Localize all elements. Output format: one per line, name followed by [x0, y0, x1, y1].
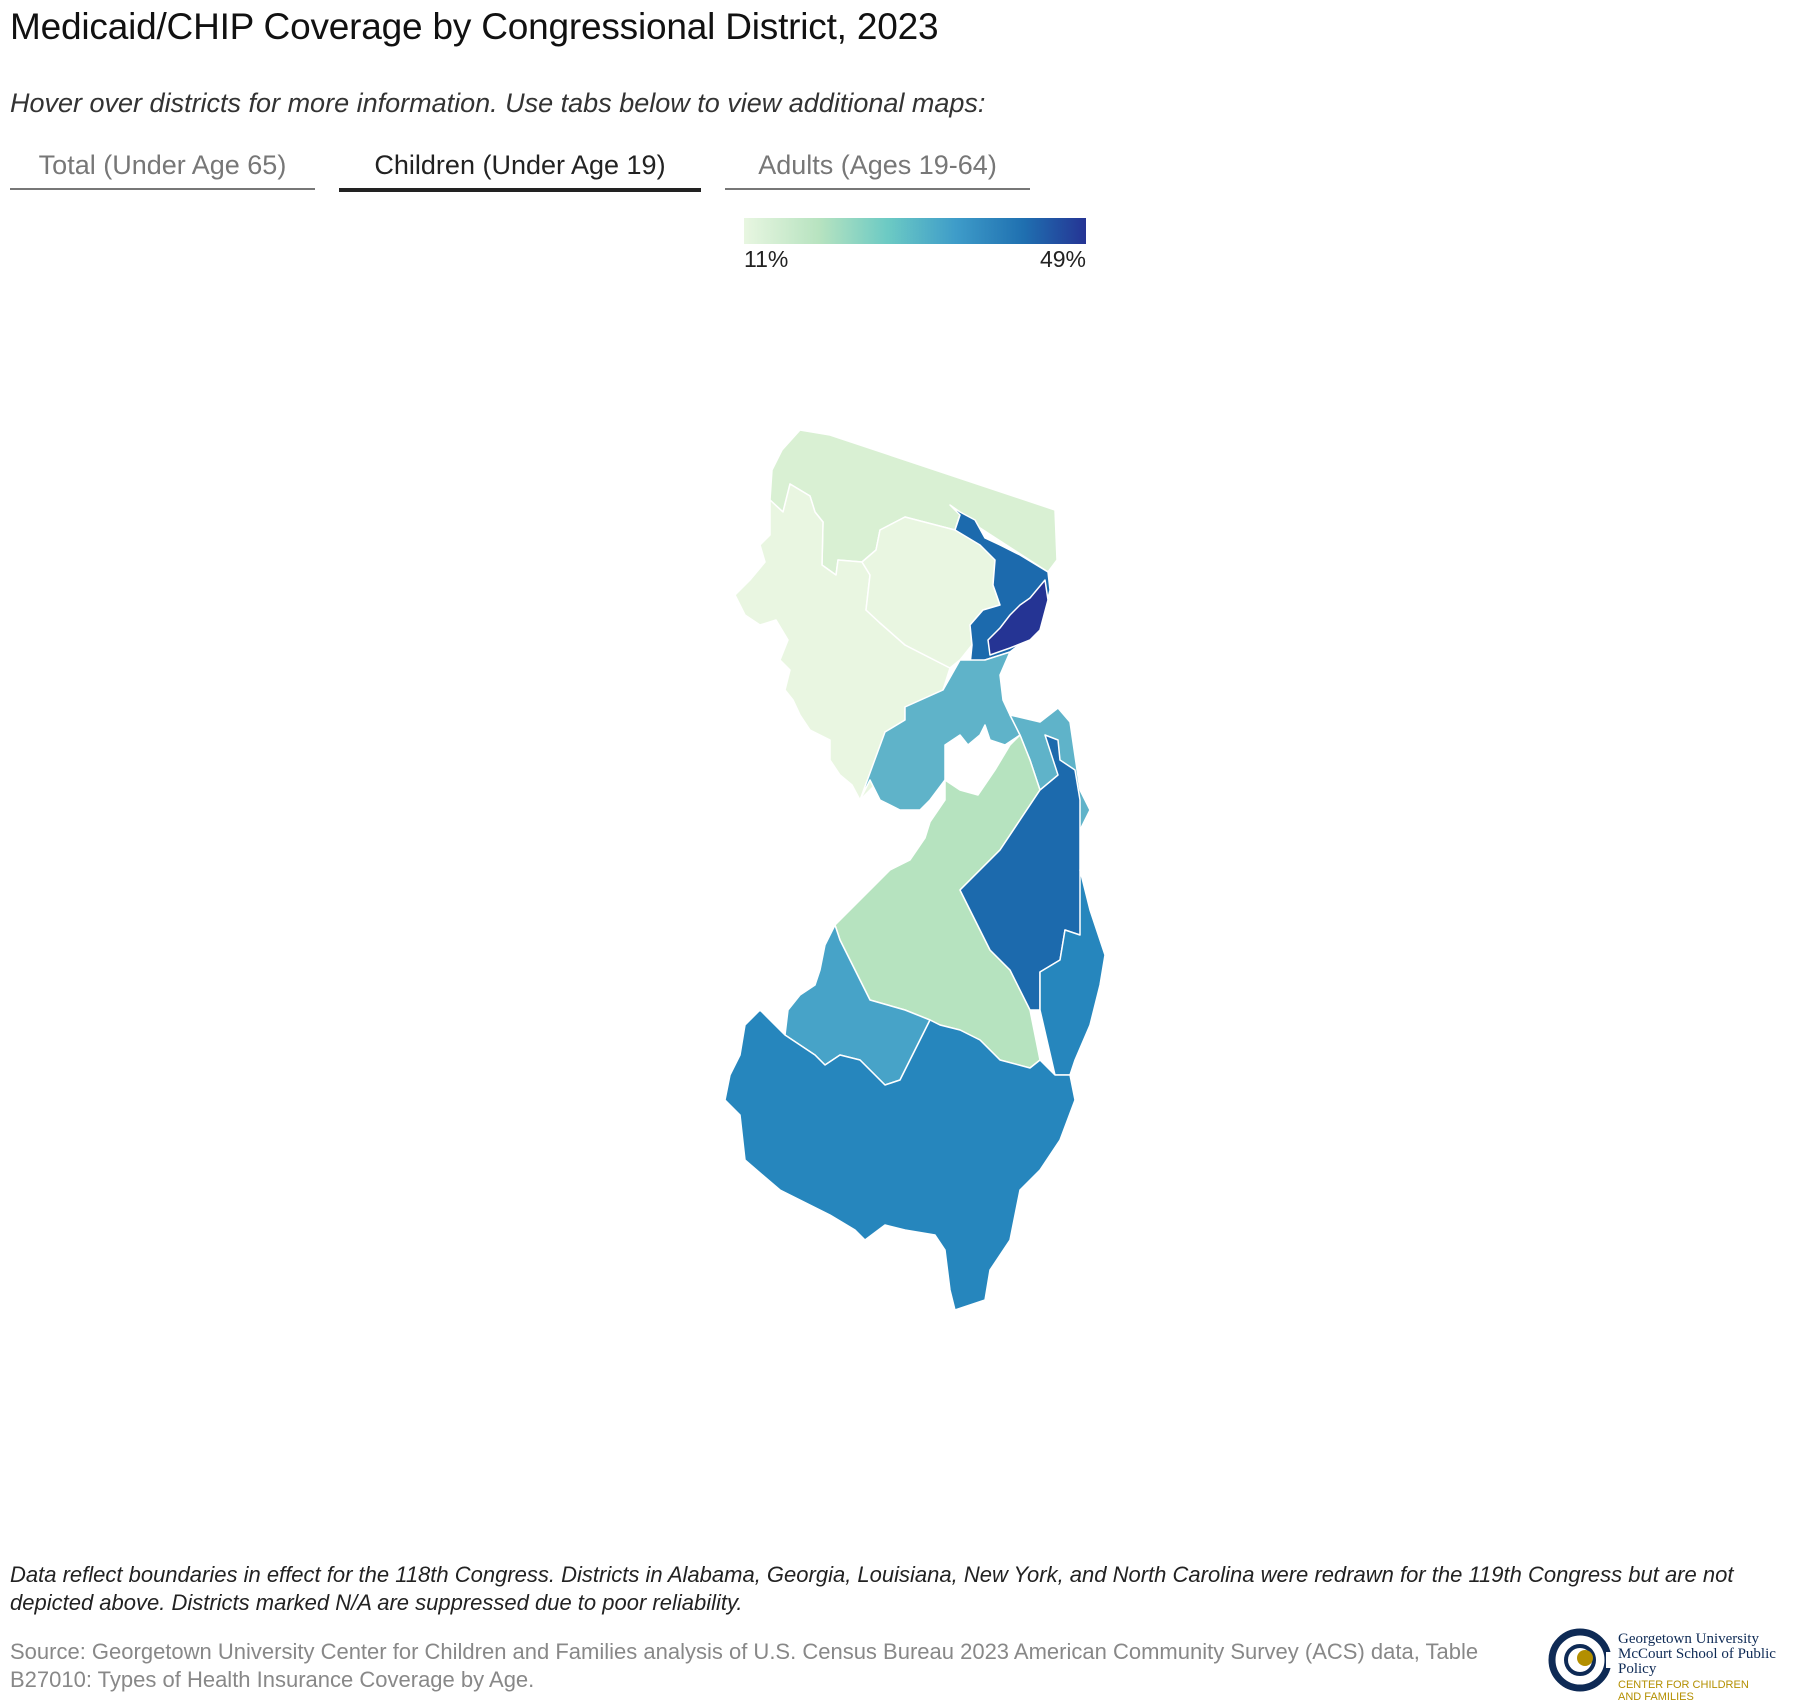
logo-university: Georgetown University: [1618, 1631, 1759, 1647]
chart-subtitle: Hover over districts for more informatio…: [10, 88, 986, 118]
logo-center-line1: CENTER FOR CHILDREN: [1618, 1679, 1749, 1691]
chart-title: Medicaid/CHIP Coverage by Congressional …: [10, 6, 939, 47]
color-legend: 11% 49%: [744, 218, 1086, 274]
tab-children[interactable]: Children (Under Age 19): [339, 148, 701, 192]
district-central[interactable]: [859, 651, 1021, 811]
source-note: Source: Georgetown University Center for…: [10, 1639, 1479, 1692]
nj-district-map: [724, 429, 1106, 1311]
legend-min-label: 11%: [744, 246, 789, 272]
ccf-logo-icon: [1548, 1628, 1614, 1692]
legend-max-label: 49%: [1039, 246, 1086, 272]
logo-center-line2: AND FAMILIES: [1618, 1691, 1694, 1703]
footnote: Data reflect boundaries in effect for th…: [10, 1562, 1734, 1615]
legend-gradient-bar: [744, 218, 1086, 244]
tab-total[interactable]: Total (Under Age 65): [10, 148, 315, 190]
district-hudson-b[interactable]: [987, 579, 1049, 656]
district-south[interactable]: [724, 1009, 1076, 1311]
tab-adults[interactable]: Adults (Ages 19-64): [725, 148, 1030, 190]
logo-school: McCourt School of Public Policy: [1618, 1646, 1776, 1677]
georgetown-logo: Georgetown University McCourt School of …: [1548, 1628, 1810, 1703]
